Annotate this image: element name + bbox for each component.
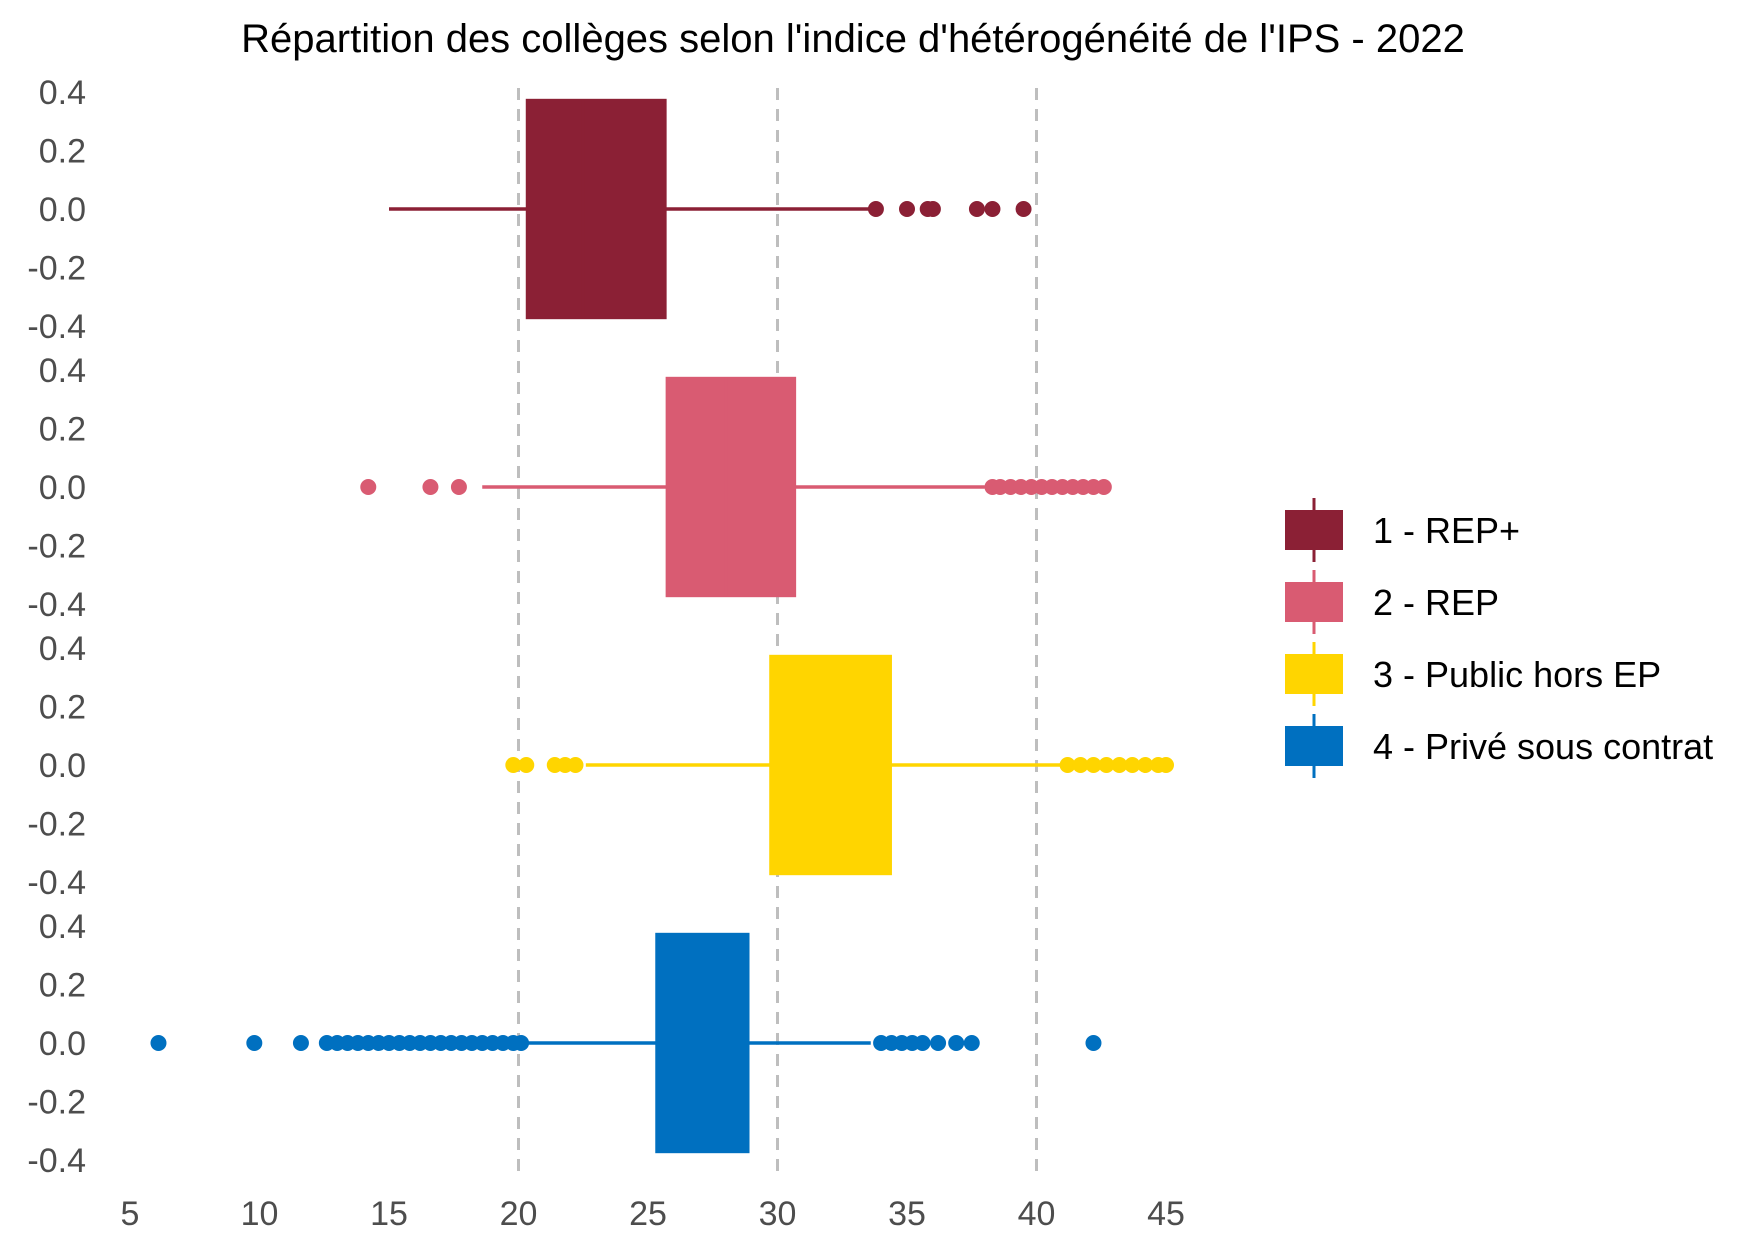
x-tick-label: 10	[241, 1195, 279, 1233]
box-series-4	[150, 932, 1102, 1154]
legend-label: 2 - REP	[1373, 582, 1499, 623]
x-tick-label: 5	[121, 1195, 140, 1233]
outlier-point	[505, 757, 522, 773]
outlier-point	[1137, 757, 1154, 773]
outlier-point	[1085, 757, 1102, 773]
legend-label: 1 - REP+	[1373, 510, 1520, 551]
y-tick-label: 0.2	[39, 133, 86, 171]
box	[665, 376, 797, 598]
box	[655, 932, 750, 1154]
x-tick-label: 40	[1018, 1195, 1056, 1233]
box	[525, 98, 667, 320]
y-tick-label: -0.2	[27, 250, 86, 288]
outlier-point	[968, 201, 985, 217]
outlier-point	[1059, 757, 1076, 773]
legend: 1 - REP+ 2 - REP 3 - Public hors EP 4 - Pri…	[1285, 498, 1713, 778]
outlier-point	[150, 1035, 167, 1051]
outlier-point	[1015, 201, 1032, 217]
outlier-point	[518, 757, 535, 773]
outlier-point	[292, 1035, 309, 1051]
x-tick-label: 20	[500, 1195, 538, 1233]
legend-item-1: 1 - REP+	[1285, 498, 1520, 562]
y-tick-label: -0.4	[27, 1142, 86, 1180]
y-tick-label: -0.2	[27, 1084, 86, 1122]
y-tick-label: -0.2	[27, 528, 86, 566]
outlier-point	[914, 1035, 931, 1051]
outlier-point	[567, 757, 584, 773]
reference-lines	[517, 88, 1038, 1175]
y-tick-label: 0.0	[39, 1025, 86, 1063]
y-tick-label: 0.4	[39, 630, 86, 668]
y-tick-label: 0.2	[39, 411, 86, 449]
outlier-point	[1095, 479, 1112, 495]
outlier-point	[513, 1035, 530, 1051]
y-tick-label: -0.4	[27, 864, 86, 902]
outlier-point	[924, 201, 941, 217]
y-tick-label: 0.0	[39, 747, 86, 785]
outlier-point	[450, 479, 467, 495]
outlier-point	[899, 201, 915, 217]
legend-label: 3 - Public hors EP	[1373, 654, 1661, 695]
outlier-point	[1072, 757, 1089, 773]
outlier-point	[1111, 757, 1128, 773]
legend-item-3: 3 - Public hors EP	[1285, 642, 1661, 706]
y-tick-label: 0.0	[39, 469, 86, 507]
outlier-point	[1158, 757, 1174, 773]
x-axis: 5 10 15 20 25 30 35 40 45	[121, 1195, 1185, 1233]
y-tick-label: -0.4	[27, 308, 86, 346]
y-tick-label: -0.2	[27, 806, 86, 844]
legend-item-4: 4 - Privé sous contrat	[1285, 714, 1713, 778]
legend-item-2: 2 - REP	[1285, 570, 1499, 634]
outlier-point	[867, 201, 884, 217]
x-tick-label: 35	[888, 1195, 926, 1233]
outlier-point	[1098, 757, 1115, 773]
legend-label: 4 - Privé sous contrat	[1373, 726, 1713, 767]
outlier-point	[984, 201, 1001, 217]
box-series-1	[389, 98, 1032, 320]
x-tick-label: 30	[759, 1195, 797, 1233]
box-series-3	[505, 654, 1174, 876]
y-tick-label: 0.2	[39, 967, 86, 1005]
x-tick-label: 45	[1147, 1195, 1185, 1233]
y-tick-label: 0.2	[39, 689, 86, 727]
y-tick-label: 0.4	[39, 908, 86, 946]
outlier-point	[360, 479, 377, 495]
outlier-point	[1085, 1035, 1102, 1051]
y-tick-label: -0.4	[27, 586, 86, 624]
outlier-point	[246, 1035, 263, 1051]
x-tick-label: 25	[629, 1195, 667, 1233]
outlier-point	[963, 1035, 980, 1051]
outlier-point	[930, 1035, 947, 1051]
outlier-point	[948, 1035, 965, 1051]
outlier-point	[1124, 757, 1141, 773]
box-series	[150, 98, 1174, 1154]
outlier-point	[422, 479, 439, 495]
box-series-2	[360, 376, 1112, 598]
y-axes: 0.4 0.2 0.0 -0.2 -0.4 0.4 0.2 0.0 -0.2 -0.4 0.4 0.2…	[27, 74, 86, 1180]
y-tick-label: 0.4	[39, 74, 86, 112]
chart-title: Répartition des collèges selon l'indice …	[241, 17, 1465, 61]
y-tick-label: 0.4	[39, 352, 86, 390]
x-tick-label: 15	[370, 1195, 408, 1233]
y-tick-label: 0.0	[39, 191, 86, 229]
